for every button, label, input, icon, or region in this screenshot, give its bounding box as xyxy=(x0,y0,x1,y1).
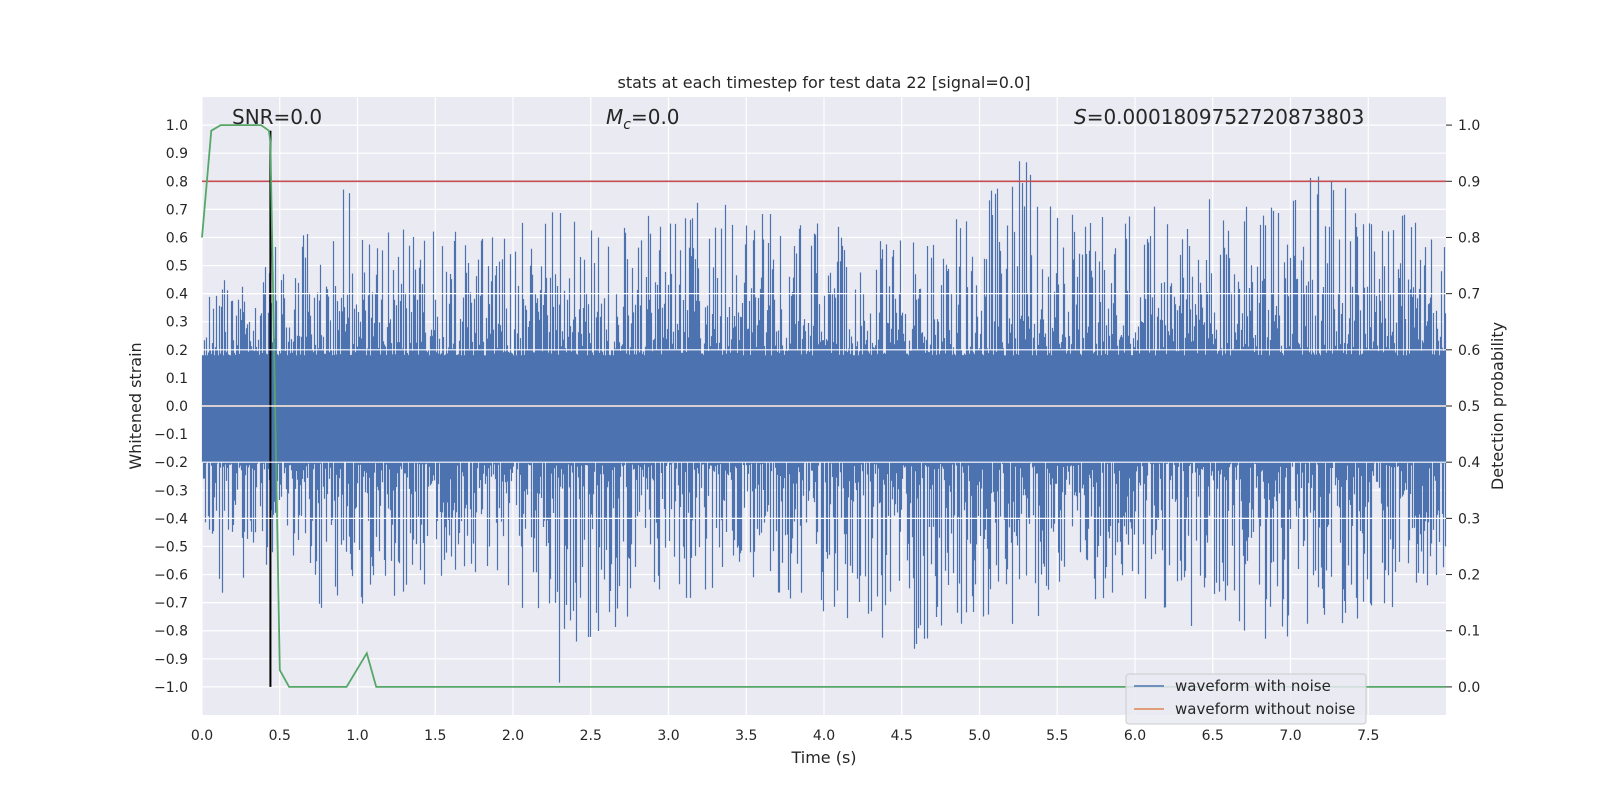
y2-tick-label: 0.1 xyxy=(1458,624,1480,640)
s-value: =0.0001809752720873803 xyxy=(1087,105,1365,129)
snr-annotation: SNR=0.0 xyxy=(232,105,322,129)
x-tick-label: 7.0 xyxy=(1279,728,1301,744)
y2-tick-label: 0.6 xyxy=(1458,343,1480,359)
x-tick-label: 2.5 xyxy=(580,728,602,744)
x-tick-label: 6.0 xyxy=(1124,728,1146,744)
y-tick-label: −0.3 xyxy=(154,483,188,499)
legend: waveform with noise waveform without noi… xyxy=(1125,673,1367,725)
x-tick-label: 1.5 xyxy=(424,728,446,744)
y-tick-label: −0.7 xyxy=(154,596,188,612)
y-tick-label: 0.0 xyxy=(166,399,188,415)
x-tick-label: 3.0 xyxy=(657,728,679,744)
chart-title: stats at each timestep for test data 22 … xyxy=(618,73,1031,92)
x-tick-label: 0.5 xyxy=(269,728,291,744)
y-tick-label: 0.6 xyxy=(166,230,188,246)
y-tick-label: −0.8 xyxy=(154,624,188,640)
y-tick-label: −1.0 xyxy=(154,680,188,696)
y-tick-label: 0.7 xyxy=(166,202,188,218)
y2-tick-labels: 1.0 0.9 0.8 0.7 0.6 0.5 0.4 0.3 0.2 0.1 0.0 xyxy=(1446,118,1480,696)
noise-core-band xyxy=(202,355,1446,463)
legend-box xyxy=(1125,673,1367,725)
x-tick-labels: 0.0 0.5 1.0 1.5 2.0 2.5 3.0 3.5 4.0 4.5 5.0 5.5 6.0 6… xyxy=(191,728,1380,744)
y-tick-label: 0.2 xyxy=(166,343,188,359)
y-tick-label: −0.1 xyxy=(154,427,188,443)
chirp-mass-annotation: Mc=0.0 xyxy=(606,105,680,133)
x-tick-label: 5.5 xyxy=(1046,728,1068,744)
legend-label-noise: waveform with noise xyxy=(1175,677,1331,695)
x-tick-label: 4.0 xyxy=(813,728,835,744)
y-tick-label: 0.4 xyxy=(166,287,188,303)
s-symbol: S xyxy=(1074,105,1087,129)
y2-tick-label: 1.0 xyxy=(1458,118,1480,134)
y-tick-label: 0.9 xyxy=(166,146,188,162)
x-tick-label: 7.5 xyxy=(1357,728,1379,744)
y2-axis-label: Detection probability xyxy=(1488,322,1507,490)
x-tick-label: 1.0 xyxy=(346,728,368,744)
y-tick-labels: 1.0 0.9 0.8 0.7 0.6 0.5 0.4 0.3 0.2 0.1 0.0 −0.1 −0.… xyxy=(154,118,188,696)
y2-tick-label: 0.9 xyxy=(1458,174,1480,190)
y2-tick-label: 0.2 xyxy=(1458,568,1480,584)
y-tick-label: 0.5 xyxy=(166,259,188,275)
x-tick-label: 4.5 xyxy=(891,728,913,744)
y2-tick-label: 0.3 xyxy=(1458,511,1480,527)
s-annotation: S=0.0001809752720873803 xyxy=(1074,105,1364,129)
y-tick-label: 0.1 xyxy=(166,371,188,387)
mc-value: =0.0 xyxy=(631,105,680,129)
y2-tick-label: 0.0 xyxy=(1458,680,1480,696)
y-tick-label: 1.0 xyxy=(166,118,188,134)
mc-symbol: M xyxy=(606,105,623,129)
y-axis-label: Whitened strain xyxy=(126,342,145,469)
y-tick-label: −0.9 xyxy=(154,652,188,668)
detection-probability-line xyxy=(201,124,1446,688)
right-axis-gridlines xyxy=(202,293,1446,519)
y2-tick-label: 0.4 xyxy=(1458,455,1480,471)
y-tick-label: −0.6 xyxy=(154,568,188,584)
x-tick-label: 6.5 xyxy=(1202,728,1224,744)
x-tick-label: 2.0 xyxy=(502,728,524,744)
x-axis-label: Time (s) xyxy=(790,748,856,767)
legend-label-clean: waveform without noise xyxy=(1175,700,1355,718)
y-tick-label: 0.8 xyxy=(166,174,188,190)
y-tick-label: −0.5 xyxy=(154,539,188,555)
y2-tick-label: 0.7 xyxy=(1458,287,1480,303)
y-tick-label: 0.3 xyxy=(166,315,188,331)
x-tick-label: 3.5 xyxy=(735,728,757,744)
y2-tick-label: 0.8 xyxy=(1458,230,1480,246)
y-tick-label: −0.4 xyxy=(154,511,188,527)
waveform-with-noise-series xyxy=(201,161,1447,683)
mc-subscript: c xyxy=(623,117,631,133)
y-tick-label: −0.2 xyxy=(154,455,188,471)
y2-tick-label: 0.5 xyxy=(1458,399,1480,415)
x-tick-label: 5.0 xyxy=(968,728,990,744)
x-tick-label: 0.0 xyxy=(191,728,213,744)
